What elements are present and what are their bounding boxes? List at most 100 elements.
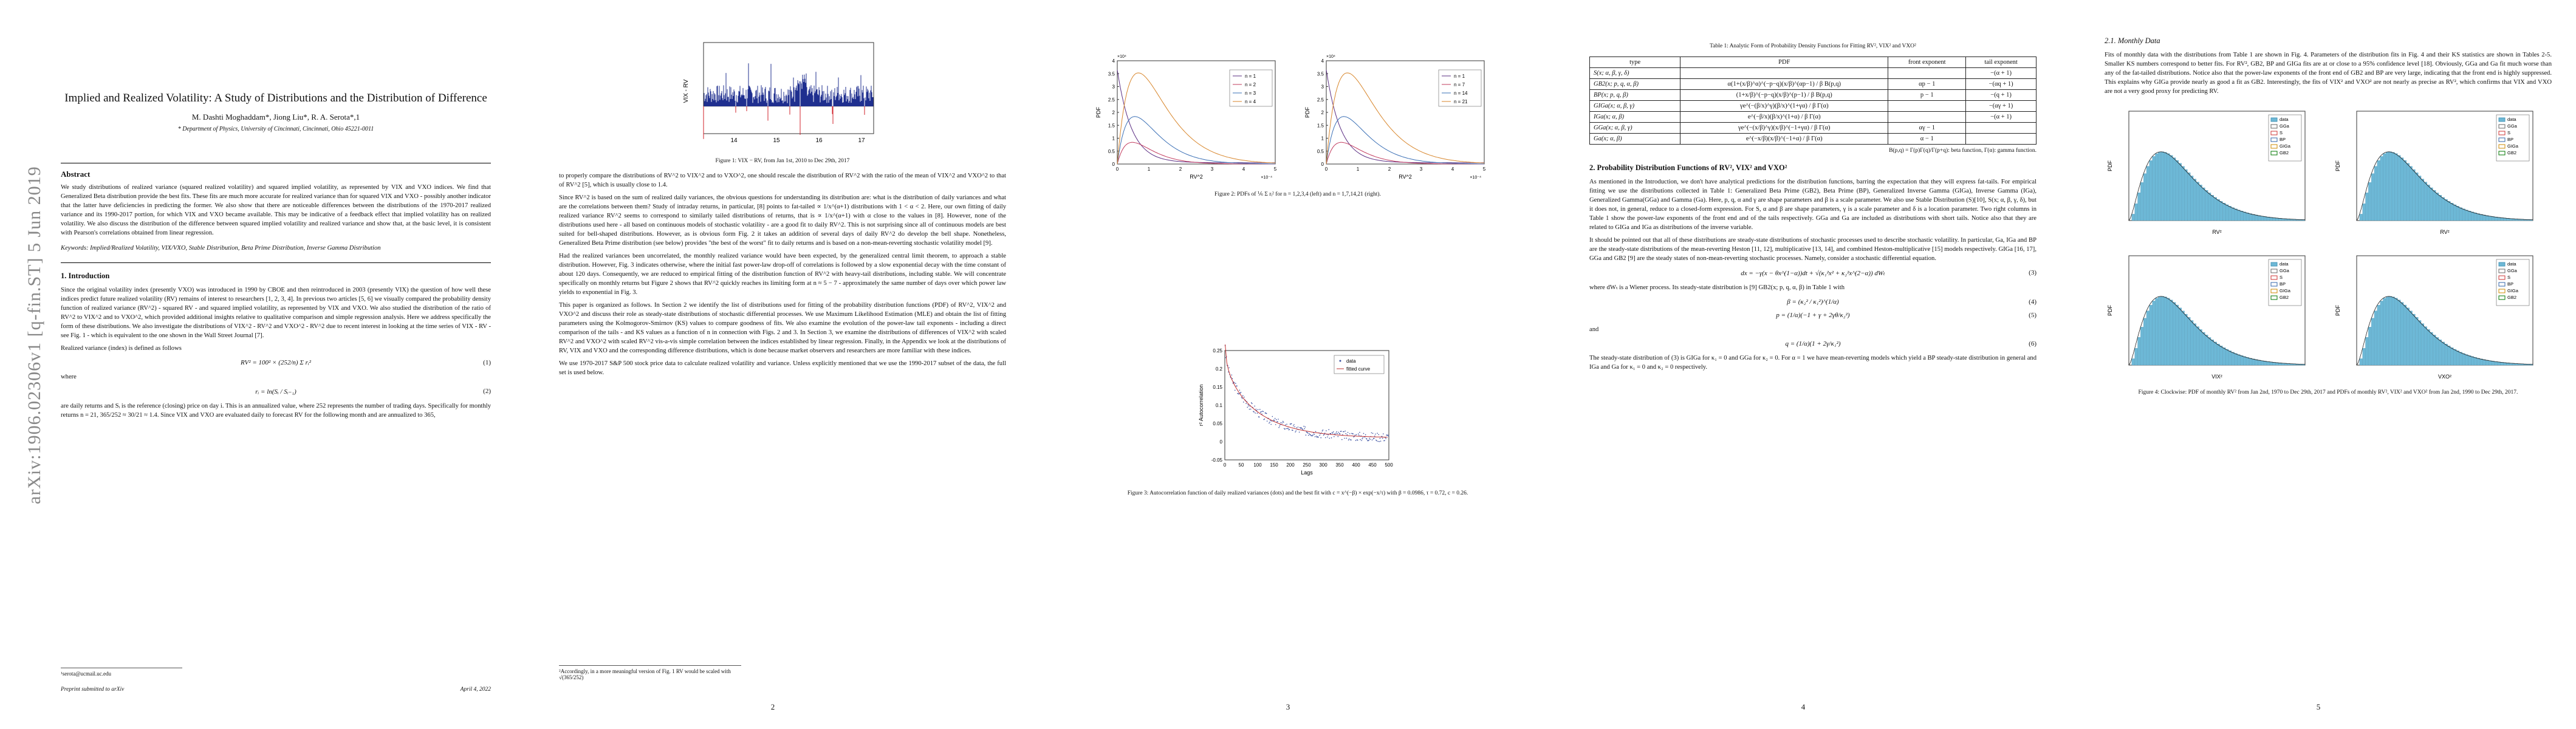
fig4-hist-bar [2143, 318, 2146, 366]
table-row: Ga(x; α, β) e^(−x/β)(x/β)^(−1+α) / β Γ(α)… [1589, 132, 2036, 145]
fig3-data-point [1269, 422, 1270, 423]
fig3-data-point [1280, 422, 1282, 423]
fig3-data-point [1228, 367, 1230, 368]
fig4-legend-label: GB2 [2280, 150, 2289, 156]
table-1: type PDF front exponent tail exponent S(… [1589, 56, 2036, 145]
fig4-hist-bar [2216, 344, 2220, 366]
fig3-data-point [1295, 430, 1297, 431]
fig2-xtick: 3 [1211, 166, 1214, 172]
fig4-hist-bar [2447, 346, 2451, 366]
fig2-legend-label: n = 7 [1454, 82, 1465, 87]
fig3-xlabel: Lags [1301, 470, 1313, 476]
fig3-data-point [1233, 382, 1235, 383]
fig4-legend-swatch [2270, 144, 2278, 149]
fig2-legend-label: n = 1 [1454, 74, 1465, 79]
table-cell: e^(−β/x)(β/x)^(1+α) / β Γ(α) [1680, 111, 1889, 123]
fig4-hist-bar [2202, 332, 2205, 366]
fig4-hist-bar [2176, 305, 2179, 366]
p2-paragraph-3: Had the realized variances been uncorrel… [559, 253, 1006, 296]
fig4-hist-bar [2190, 176, 2194, 221]
fig4-hist-bar [2386, 152, 2389, 221]
fig4-hist-bar [2389, 151, 2392, 221]
table-cell: −(q + 1) [1965, 89, 2036, 101]
table-row: GIGa(x; α, β, γ) γe^(−(β/x)^γ)(β/x)^(1+γα… [1589, 100, 2036, 112]
fig4-hist-bar [2261, 360, 2264, 366]
fig2-ytick: 1.5 [1108, 123, 1115, 128]
fig4-legend-label: S [2507, 130, 2510, 135]
fig3-data-point [1231, 374, 1233, 375]
fig3-data-point [1328, 429, 1329, 430]
fig2-xscale: ×10⁻⁴ [1261, 176, 1272, 180]
fig4-hist-bar [2216, 199, 2220, 221]
fig3-xtick: 400 [1352, 462, 1360, 468]
fig3-data-point [1238, 393, 1240, 395]
fig4-hist-bar [2477, 358, 2480, 366]
fig4-legend-swatch [2498, 131, 2506, 135]
fig3-data-point [1261, 411, 1262, 412]
fig3-data-point [1258, 416, 1260, 418]
fig2-ytick: 2 [1321, 110, 1324, 115]
fig4-hist-bar [2134, 204, 2138, 221]
fig4-hist-bar [2479, 214, 2483, 221]
fig3-data-point [1299, 426, 1301, 428]
equation-1: RV² = 100² × (252/n) Σ rᵢ² (1) [241, 359, 491, 367]
fig3-data-point [1240, 391, 1242, 393]
fig4-legend-label: S [2507, 275, 2510, 280]
fig4-legend-label: GIGa [2507, 143, 2519, 149]
table-cell: −(α + 1) [1965, 111, 2036, 123]
figure-1: VIX - RV 14 15 16 17 Figure 1: VIX − RV,… [559, 36, 1006, 165]
section-intro-heading: 1. Introduction [61, 271, 110, 280]
fig4-hist-bar [2143, 173, 2146, 221]
fig2-ytick: 1 [1321, 136, 1324, 142]
fig4-hist-bar [2391, 296, 2395, 366]
fig3-data-point [1242, 395, 1244, 396]
fig3-data-point [1355, 439, 1357, 441]
fig4-hist-bar [2228, 206, 2232, 221]
fig3-data-point [1360, 439, 1361, 440]
table-note: B(p,q) = Γ(p)Γ(q)/Γ(p+q): beta function,… [1889, 147, 2036, 154]
fig4-ylabel: PDF [2335, 305, 2341, 317]
fig4-ylabel: PDF [2107, 160, 2113, 172]
fig4-hist-bar [2173, 302, 2176, 366]
fig3-data-point [1278, 419, 1279, 420]
table-cell: α(1+(x/β)^α)^(−p−q)(x/β)^(αp−1) / β B(p,… [1680, 78, 1889, 90]
page-number: 4 [1801, 702, 1806, 711]
fig4-hist-bar [2155, 153, 2159, 221]
page-3: 0 0.5 1 1.5 2 2.5 3 3.5 4 0 1 2 3 4 5 RV^2 ×10⁻⁴ ×10⁴ PDF n… [1030, 0, 1546, 729]
table-row: IGa(x; α, β) e^(−β/x)(β/x)^(1+α) / β Γ(α)… [1589, 111, 2036, 123]
fig2-ytick: 3 [1112, 84, 1115, 90]
fig4-hist-bar [2196, 182, 2199, 221]
fig2-ytick: 3 [1321, 84, 1324, 90]
fig2-ylabel: PDF [1304, 106, 1310, 118]
fig2-left-chart: 0 0.5 1 1.5 2 2.5 3 3.5 4 0 1 2 3 4 5 RV^2 ×10⁻⁴ ×10⁴ PDF n… [1095, 55, 1277, 180]
fig4-hist-bar [2211, 195, 2215, 221]
fig4-hist-bar [2442, 341, 2445, 366]
fig3-data-point [1244, 396, 1245, 398]
arxiv-stamp: arXiv:1906.02306v1 [q-fin.ST] 5 Jun 2019 [24, 166, 44, 504]
fig3-data-point [1374, 435, 1375, 437]
fig3-data-point [1256, 412, 1258, 414]
fig4-hist-bar [2462, 353, 2465, 366]
table-header-row: type PDF front exponent tail exponent [1589, 56, 2036, 68]
fig2-caption: Figure 2: PDFs of ⅙ Σ rᵢ² for n = 1,2,3,… [1214, 191, 1381, 197]
abstract-heading: Abstract [61, 169, 91, 179]
fig3-data-point [1287, 428, 1289, 429]
fig4-hist-bar [2412, 314, 2416, 366]
fig4-hist-bar [2152, 301, 2156, 366]
fig4-hist-bar [2482, 359, 2486, 366]
fig4-hist-bar [2444, 344, 2448, 366]
fig4-ylabel: PDF [2335, 160, 2341, 172]
page-number: 2 [770, 702, 775, 711]
fig2-ytick: 0 [1112, 162, 1115, 167]
table-cell [1965, 122, 2036, 134]
fig3-xtick: 450 [1368, 462, 1377, 468]
fig4-hist-bar [2456, 206, 2460, 221]
fig4-hist-bar [2430, 187, 2433, 221]
fig4-hist-bar [2433, 190, 2436, 221]
fig2-xtick: 2 [1179, 166, 1182, 172]
fig3-data-point [1380, 440, 1382, 442]
p5-paragraph-1: Fits of monthly data with the distributi… [2105, 52, 2552, 95]
fig4-hist-bar [2237, 210, 2241, 221]
fig3-data-point [1336, 431, 1337, 433]
